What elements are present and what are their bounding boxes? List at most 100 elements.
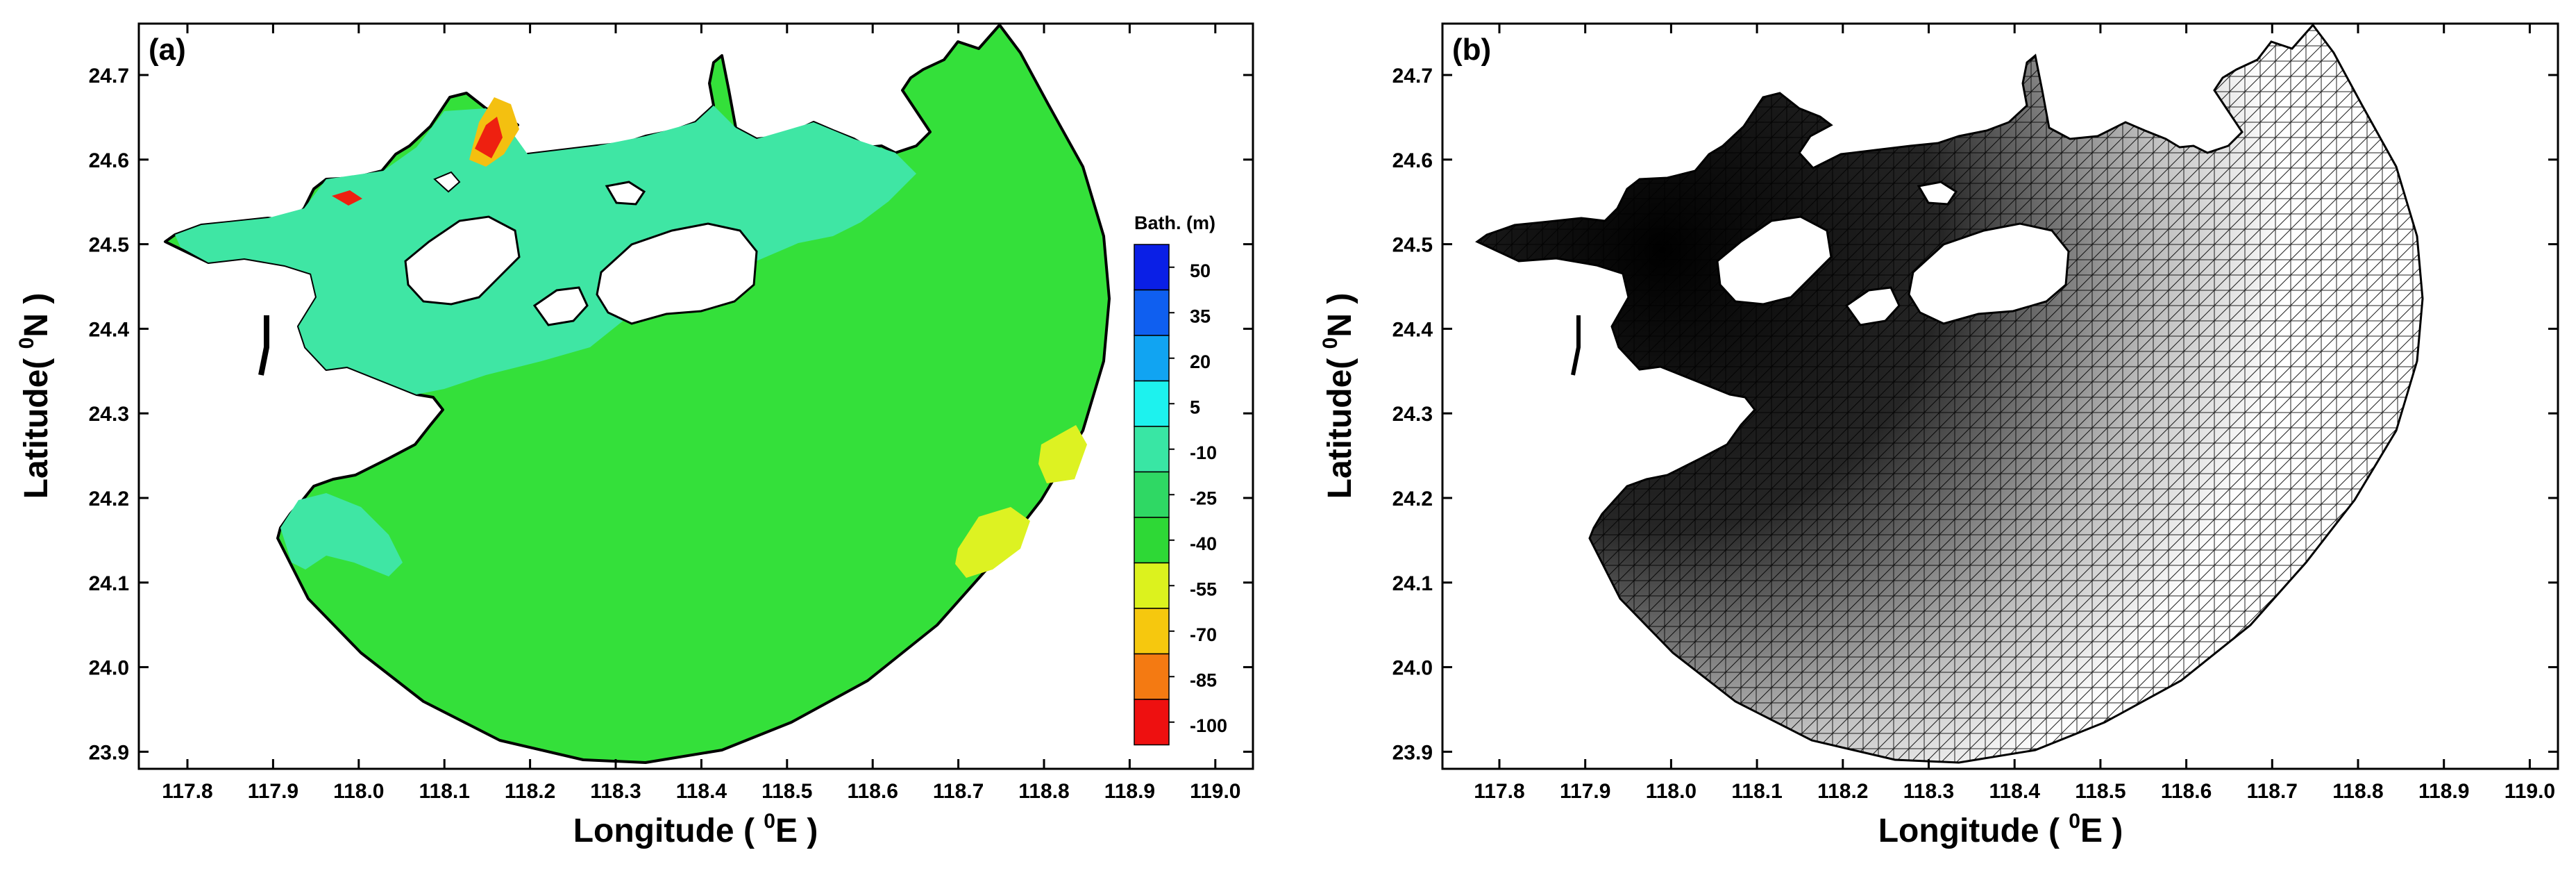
panel-a-ylabel: Latitude( 0N )	[15, 293, 55, 499]
legend-label: 50	[1190, 260, 1211, 281]
legend-swatch	[1134, 653, 1170, 700]
legend-swatch	[1134, 335, 1170, 382]
panel-a-label: (a)	[149, 33, 186, 67]
y-tick-label: 24.1	[1392, 572, 1433, 595]
legend-label: -55	[1190, 579, 1217, 600]
x-tick-label: 118.9	[1104, 780, 1155, 803]
x-tick-label: 118.1	[419, 780, 469, 803]
legend-label: 20	[1190, 351, 1211, 372]
panel-a-map	[164, 24, 1111, 764]
island-2	[596, 222, 758, 325]
deep-channel-3	[332, 190, 362, 206]
y-tick-label: 24.7	[1392, 65, 1433, 88]
legend-swatch	[1134, 380, 1170, 427]
island-3	[532, 286, 589, 326]
x-tick-label: 118.3	[1903, 780, 1954, 803]
x-tick-label: 118.0	[1646, 780, 1697, 803]
x-tick-label: 118.4	[1989, 780, 2040, 803]
x-tick-label: 118.6	[2161, 780, 2212, 803]
mesh-river	[1571, 315, 1581, 376]
legend-swatch	[1134, 699, 1170, 746]
y-tick-label: 24.5	[89, 234, 129, 257]
x-tick-label: 119.0	[2505, 780, 2555, 803]
mesh-island-2	[1908, 222, 2070, 325]
panel-b-ytick-labels: 24.7 24.6 24.5 24.4 24.3 24.2 24.1 24.0 23.9	[1392, 65, 1433, 764]
island-1	[404, 215, 521, 306]
x-tick-label: 118.6	[847, 780, 898, 803]
mesh-island-1	[1716, 215, 1833, 306]
panel-b: (b) 117.8 117.9 118.0 118.1 118.2 118.3 118.4 1…	[1319, 22, 2559, 849]
legend-swatch	[1134, 471, 1170, 518]
mesh-dense-region	[1477, 25, 2423, 763]
y-tick-label: 24.0	[1392, 657, 1433, 680]
legend-swatch	[1134, 608, 1170, 655]
deep-channel-2	[475, 117, 503, 158]
legend-swatch	[1134, 244, 1170, 291]
y-tick-label: 23.9	[89, 741, 129, 764]
legend-label: 5	[1190, 397, 1200, 418]
legend-label: -100	[1190, 715, 1227, 736]
y-tick-label: 24.1	[89, 572, 129, 595]
x-tick-label: 117.9	[248, 780, 298, 803]
y-tick-label: 24.2	[89, 488, 129, 510]
x-tick-label: 118.3	[590, 780, 641, 803]
y-tick-label: 24.4	[1392, 318, 1433, 341]
panel-a-ytick-labels: 24.7 24.6 24.5 24.4 24.3 24.2 24.1 24.0 23.9	[89, 65, 130, 764]
y-tick-label: 24.6	[1392, 149, 1433, 172]
y-tick-label: 24.0	[89, 657, 129, 680]
deep-spot-south	[955, 507, 1030, 578]
x-tick-label: 118.2	[505, 780, 555, 803]
shallow-area-southwest	[280, 493, 403, 576]
x-tick-label: 118.5	[2075, 780, 2125, 803]
panel-b-xtick-labels: 117.8 117.9 118.0 118.1 118.2 118.3 118.4 118.5…	[1474, 780, 2555, 803]
x-tick-label: 118.1	[1731, 780, 1782, 803]
legend-swatch	[1134, 426, 1170, 473]
legend-label: 35	[1190, 306, 1211, 327]
x-tick-label: 117.8	[162, 780, 212, 803]
shallow-area-north	[175, 106, 916, 394]
y-tick-label: 24.2	[1392, 488, 1433, 510]
y-tick-label: 24.3	[1392, 403, 1433, 426]
panel-b-mesh	[1475, 24, 2424, 764]
panel-a-ticks	[139, 24, 1253, 769]
mesh-island-3	[1844, 286, 1901, 326]
x-tick-label: 118.2	[1817, 780, 1868, 803]
legend-label: -85	[1190, 670, 1217, 691]
panel-a-xtick-labels: 117.8 117.9 118.0 118.1 118.2 118.3 118.4 118.5…	[162, 780, 1240, 803]
x-tick-label: 118.8	[1018, 780, 1069, 803]
legend-label: -25	[1190, 488, 1217, 509]
panel-b-ylabel: Latitude( 0N )	[1319, 293, 1358, 499]
x-tick-label: 117.9	[1560, 780, 1610, 803]
y-tick-label: 24.5	[1392, 234, 1433, 257]
legend-label: -70	[1190, 624, 1217, 645]
x-tick-label: 118.9	[2418, 780, 2469, 803]
island-5	[433, 171, 461, 193]
river-mouth	[258, 315, 269, 376]
legend-title: Bath. (m)	[1134, 213, 1215, 233]
x-tick-label: 118.7	[2247, 780, 2298, 803]
y-tick-label: 23.9	[1392, 741, 1433, 764]
x-tick-label: 118.7	[933, 780, 984, 803]
x-tick-label: 118.8	[2332, 780, 2383, 803]
x-tick-label: 119.0	[1190, 780, 1240, 803]
y-tick-label: 24.7	[89, 65, 129, 88]
x-tick-label: 118.5	[761, 780, 812, 803]
mesh-island-4	[1917, 181, 1958, 206]
deep-spot-east	[1038, 425, 1087, 483]
y-tick-label: 24.3	[89, 403, 129, 426]
panel-a-xlabel: Longitude ( 0E )	[573, 810, 818, 849]
panel-b-label: (b)	[1452, 33, 1491, 67]
legend-swatch	[1134, 517, 1170, 564]
legend-label: -10	[1190, 442, 1217, 463]
x-tick-label: 118.0	[333, 780, 384, 803]
legend-swatch	[1134, 562, 1170, 609]
panel-b-ticks	[1442, 24, 2558, 769]
bathymetry-legend: Bath. (m) 50 35 20 5 -10 -25 -40 -55 -70 -85 -100	[1134, 213, 1227, 746]
y-tick-label: 24.6	[89, 149, 129, 172]
panel-a: (a) 117.8 117.9 118.0 118.1 118.2 118.3 118.4 1…	[15, 22, 1254, 849]
legend-swatch	[1134, 289, 1170, 336]
island-4	[605, 181, 646, 206]
panel-b-xlabel: Longitude ( 0E )	[1878, 810, 2123, 849]
x-tick-label: 118.4	[676, 780, 727, 803]
